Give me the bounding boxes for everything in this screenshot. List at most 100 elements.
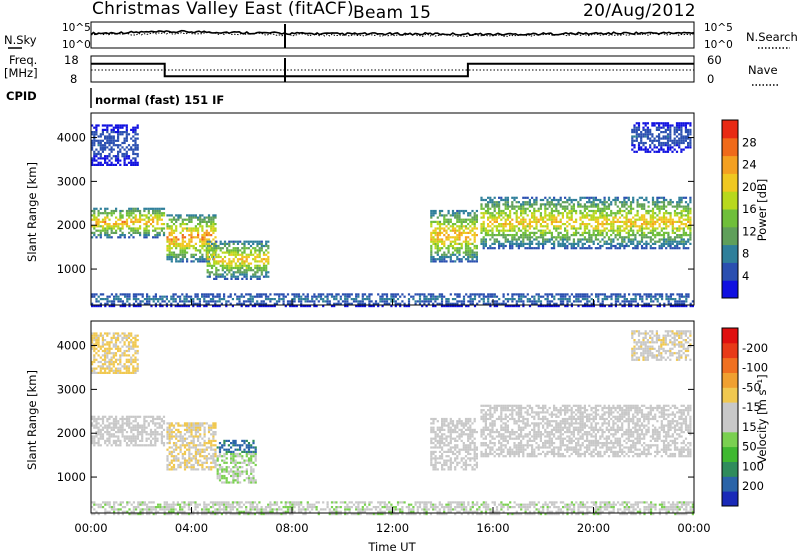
heat-cell <box>671 231 674 234</box>
heat-cell <box>179 433 182 436</box>
heat-cell <box>548 300 551 303</box>
heat-cell <box>132 298 135 301</box>
heat-cell <box>181 229 184 232</box>
heat-cell <box>95 139 98 142</box>
heat-cell <box>575 242 578 245</box>
heat-cell <box>152 229 155 232</box>
heat-cell <box>616 212 619 215</box>
heat-cell <box>175 260 178 263</box>
heat-cell <box>430 214 433 217</box>
heat-cell <box>241 455 244 458</box>
heat-cell <box>110 422 113 425</box>
heat-cell <box>586 298 589 301</box>
heat-cell <box>405 305 408 308</box>
heat-cell <box>139 300 142 303</box>
heat-cell <box>265 240 268 243</box>
heat-cell <box>119 150 122 153</box>
heat-cell <box>93 435 96 438</box>
heat-cell <box>190 435 193 438</box>
heat-cell <box>110 161 113 164</box>
heat-cell <box>250 461 253 464</box>
heat-cell <box>509 216 512 219</box>
heat-cell <box>101 435 105 438</box>
heat-cell <box>542 216 545 219</box>
heat-cell <box>177 216 180 219</box>
heat-cell <box>241 258 244 261</box>
heat-cell <box>658 137 661 140</box>
heat-cell <box>456 251 459 254</box>
heat-cell <box>614 203 617 206</box>
heat-cell <box>557 227 560 230</box>
heat-cell <box>680 126 683 129</box>
heat-cell <box>645 223 648 226</box>
heat-cell <box>506 305 510 308</box>
heat-cell <box>671 205 674 208</box>
heat-cell <box>121 435 124 438</box>
heat-cell <box>638 216 641 219</box>
heat-cell <box>676 220 679 223</box>
heat-cell <box>123 152 126 156</box>
heat-cell <box>579 238 582 241</box>
heat-cell <box>524 220 527 223</box>
heat-cell <box>245 452 248 456</box>
heat-cell <box>172 251 176 254</box>
heat-cell <box>214 431 217 434</box>
heat-cell <box>181 242 184 245</box>
heat-cell <box>662 238 666 241</box>
heat-cell <box>495 305 499 308</box>
freq-tick-top: 18 <box>64 53 79 67</box>
heat-cell <box>447 255 450 259</box>
heat-cell <box>121 152 124 156</box>
heat-cell <box>515 212 518 215</box>
heat-cell <box>207 216 211 219</box>
heat-cell <box>93 305 96 308</box>
heat-cell <box>97 295 100 298</box>
heat-cell <box>498 223 501 226</box>
heat-cell <box>621 244 624 248</box>
heat-cell <box>232 260 235 263</box>
heat-cell <box>359 305 362 308</box>
heat-cell <box>661 295 664 298</box>
heat-cell <box>403 305 406 308</box>
heat-cell <box>566 247 569 250</box>
heat-cell <box>130 234 133 237</box>
heat-cell <box>192 227 195 230</box>
heat-cell <box>95 128 98 131</box>
heat-cell <box>110 124 113 127</box>
heat-cell <box>460 223 463 226</box>
heat-cell <box>434 260 437 263</box>
heat-cell <box>95 131 98 134</box>
heat-cell <box>286 302 290 305</box>
heat-cell <box>192 216 195 219</box>
heat-cell <box>454 227 457 230</box>
heat-cell <box>595 293 598 296</box>
heat-cell <box>517 205 520 208</box>
heat-cell <box>456 220 459 223</box>
heat-cell <box>136 218 139 221</box>
heat-cell <box>112 135 115 138</box>
heat-cell <box>618 236 622 239</box>
heat-cell <box>168 218 171 221</box>
heat-cell <box>95 229 98 232</box>
heat-cell <box>451 298 455 301</box>
heat-cell <box>605 216 608 219</box>
heat-cell <box>633 144 636 147</box>
heat-cell <box>645 227 648 230</box>
heat-cell <box>548 231 551 234</box>
heat-cell <box>197 450 200 453</box>
heat-cell <box>445 305 448 308</box>
heat-cell <box>91 141 94 145</box>
heat-cell <box>260 273 263 276</box>
heat-cell <box>156 422 159 425</box>
heat-cell <box>108 435 111 438</box>
heat-cell <box>687 214 690 217</box>
heat-cell <box>445 253 448 256</box>
heat-cell <box>555 220 558 223</box>
heat-cell <box>542 225 545 228</box>
heat-cell <box>346 305 349 308</box>
heat-cell <box>678 305 681 308</box>
heat-cell <box>667 238 670 241</box>
heat-cell <box>228 271 231 274</box>
heat-cell <box>436 247 439 250</box>
heat-cell <box>207 220 211 223</box>
